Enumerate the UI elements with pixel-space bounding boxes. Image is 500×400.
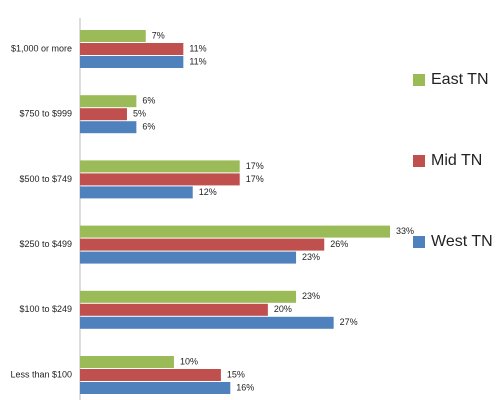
value-label: 10%	[180, 356, 198, 366]
bar	[80, 251, 297, 264]
bar	[80, 160, 240, 173]
bar	[80, 30, 146, 42]
category-label: $100 to $249	[19, 304, 72, 314]
bar	[80, 238, 325, 251]
bar	[80, 290, 297, 303]
value-label: 11%	[189, 56, 206, 66]
value-label: 26%	[330, 239, 348, 249]
value-label: 12%	[199, 187, 217, 197]
value-label: 11%	[189, 43, 206, 53]
bar	[80, 186, 193, 199]
legend-label: Mid TN	[431, 152, 482, 169]
value-label: 27%	[340, 317, 358, 327]
value-label: 7%	[152, 30, 165, 40]
category-label: $250 to $499	[19, 239, 72, 249]
bar	[80, 173, 240, 186]
legend-label: West TN	[431, 233, 493, 250]
bar	[80, 369, 221, 381]
bar	[80, 108, 127, 121]
bar	[80, 225, 390, 238]
legend-swatch	[413, 155, 425, 167]
legend-swatch	[413, 74, 425, 86]
bar	[80, 303, 268, 316]
legend-swatch	[413, 236, 425, 248]
value-label: 6%	[142, 122, 155, 132]
category-label: $1,000 or more	[11, 43, 72, 53]
bar	[80, 316, 334, 329]
category-label: $750 to $999	[19, 109, 72, 119]
value-label: 20%	[274, 304, 292, 314]
value-label: 5%	[133, 109, 146, 119]
category-label: $500 to $749	[19, 174, 72, 184]
bar	[80, 356, 174, 368]
category-label: Less than $100	[10, 369, 72, 379]
bar	[80, 95, 137, 108]
legend-label: East TN	[431, 71, 489, 88]
value-label: 6%	[142, 96, 155, 106]
value-label: 17%	[246, 174, 264, 184]
value-label: 15%	[227, 369, 245, 379]
bar	[80, 382, 231, 394]
value-label: 33%	[396, 226, 414, 236]
value-label: 17%	[246, 161, 264, 171]
value-label: 16%	[236, 382, 254, 392]
value-label: 23%	[302, 252, 320, 262]
bar	[80, 56, 184, 68]
value-label: 23%	[302, 291, 320, 301]
bar	[80, 121, 137, 134]
bar	[80, 43, 184, 55]
